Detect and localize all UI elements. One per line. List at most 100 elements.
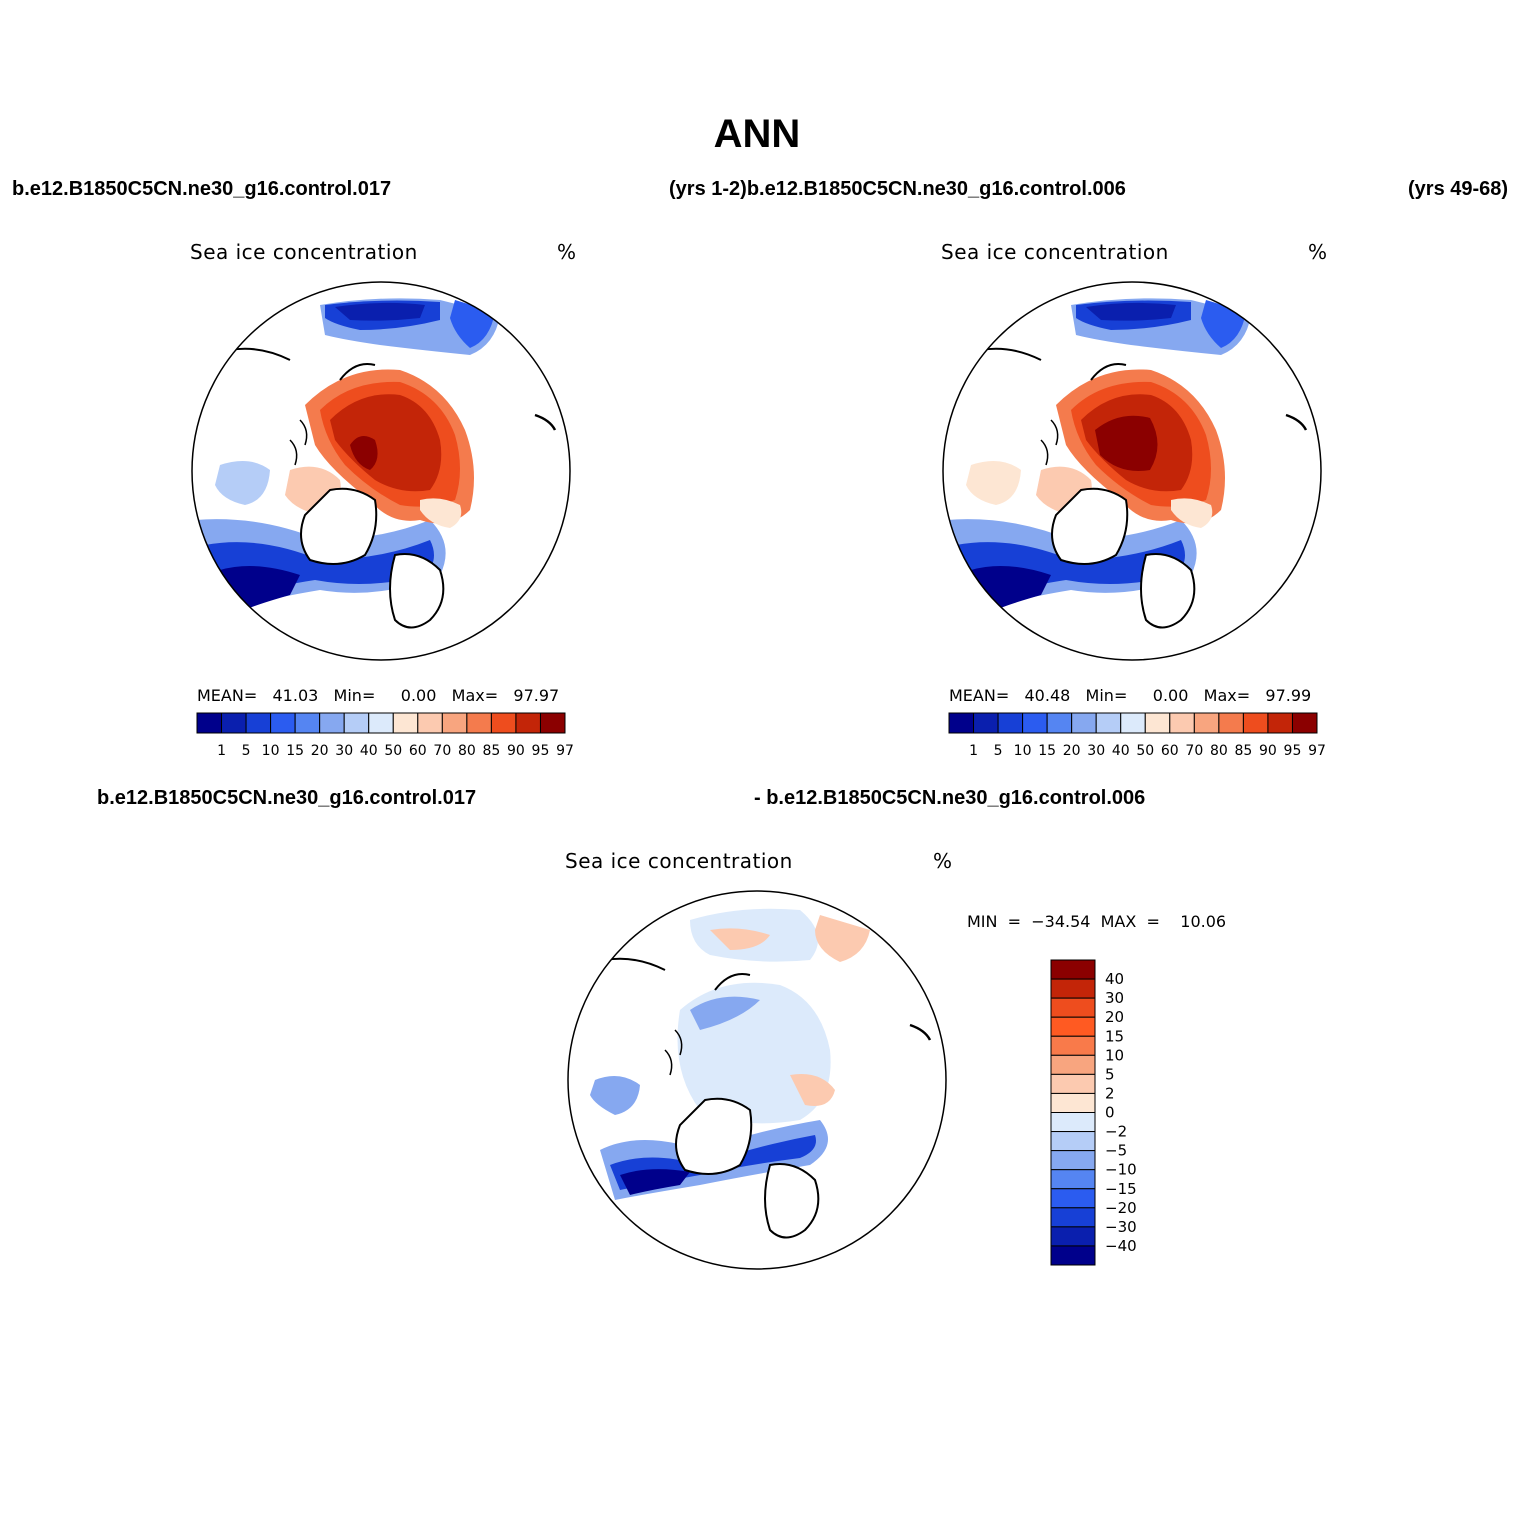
colorbar-box <box>997 712 1024 734</box>
colorbar-box <box>1050 1054 1096 1075</box>
colorbar-box <box>1218 712 1244 734</box>
colorbar-box <box>221 712 247 734</box>
panel3-map <box>567 890 947 1270</box>
colorbar-tick-label: 60 <box>409 743 427 759</box>
colorbar-tick-label: 70 <box>1185 743 1203 759</box>
colorbar-box <box>1050 1131 1096 1152</box>
colorbar-box <box>1120 712 1146 734</box>
colorbar-box <box>368 712 394 734</box>
case-title-top-right: (yrs 49-68) <box>1408 178 1509 200</box>
colorbar-box <box>1050 997 1096 1018</box>
colorbar-tick-label: 5 <box>1105 1065 1115 1083</box>
panel2-variable: Sea ice concentration <box>941 240 1169 264</box>
colorbar-box <box>270 712 296 734</box>
colorbar-tick-label: 20 <box>311 743 329 759</box>
colorbar-tick-label: 50 <box>1136 743 1154 759</box>
colorbar-box <box>466 712 492 734</box>
colorbar-box <box>1242 712 1269 734</box>
colorbar-panel1: 1 5 10 15 20 30 40 50 60 70 80 85 90 95 97 <box>196 712 574 759</box>
colorbar-tick-label: 15 <box>1038 743 1056 759</box>
colorbar-tick-label: 5 <box>242 743 251 759</box>
colorbar-tick-label: 0 <box>1105 1104 1115 1122</box>
colorbar-tick-label: 95 <box>532 743 550 759</box>
colorbar-tick-label: 97 <box>556 743 574 759</box>
colorbar-tick-label: 85 <box>482 743 500 759</box>
panel2-stats: MEAN= 40.48 Min= 0.00 Max= 97.99 <box>949 686 1312 705</box>
colorbar-tick-label: −10 <box>1105 1161 1137 1179</box>
colorbar-tick-label: 20 <box>1105 1008 1124 1026</box>
colorbar-tick-label: 15 <box>1105 1027 1124 1045</box>
colorbar-box <box>1050 1150 1096 1171</box>
colorbar-tick-label: 2 <box>1105 1084 1115 1102</box>
colorbar-tick-label: 97 <box>1308 743 1326 759</box>
panel2-units: % <box>1308 240 1328 264</box>
colorbar-tick-label: 15 <box>286 743 304 759</box>
colorbar-box <box>319 712 345 734</box>
colorbar-box <box>1050 1035 1096 1056</box>
colorbar-box <box>1050 978 1096 999</box>
colorbar-tick-label: 90 <box>507 743 525 759</box>
main-title: ANN <box>713 112 801 156</box>
case-title-top-left: b.e12.B1850C5CN.ne30_g16.control.017 <box>12 178 392 200</box>
colorbar-tick-label: 85 <box>1234 743 1252 759</box>
colorbar-tick-label: −40 <box>1105 1237 1137 1255</box>
colorbar-box <box>539 712 566 734</box>
colorbar-tick-label: −5 <box>1105 1142 1127 1160</box>
colorbar-tick-label: 5 <box>994 743 1003 759</box>
colorbar-box <box>1193 712 1220 734</box>
panel1-map <box>191 281 571 661</box>
colorbar-box <box>1050 1188 1096 1209</box>
colorbar-tick-label: 10 <box>1105 1046 1124 1064</box>
colorbar-box <box>1291 712 1318 734</box>
case-title-top-mid: (yrs 1-2)b.e12.B1850C5CN.ne30_g16.contro… <box>669 178 1126 200</box>
colorbar-box <box>245 712 272 734</box>
colorbar-panel2: 1 5 10 15 20 30 40 50 60 70 80 85 90 95 97 <box>948 712 1326 759</box>
case-title-bottom-mid: - b.e12.B1850C5CN.ne30_g16.control.006 <box>754 787 1146 809</box>
colorbar-box <box>1095 712 1122 734</box>
colorbar-tick-label: −15 <box>1105 1180 1137 1198</box>
colorbar-box <box>294 712 321 734</box>
colorbar-box <box>1169 712 1195 734</box>
colorbar-box <box>1050 1092 1096 1113</box>
colorbar-tick-label: 40 <box>1112 743 1130 759</box>
colorbar-tick-label: 30 <box>1105 989 1124 1007</box>
colorbar-box <box>1144 712 1171 734</box>
panel1-stats: MEAN= 41.03 Min= 0.00 Max= 97.97 <box>197 686 560 705</box>
colorbar-box <box>490 712 517 734</box>
colorbar-box <box>1050 1207 1096 1228</box>
colorbar-box <box>196 712 223 734</box>
panel1-variable: Sea ice concentration <box>190 240 418 264</box>
colorbar-tick-label: 80 <box>1210 743 1228 759</box>
colorbar-tick-label: 60 <box>1161 743 1179 759</box>
colorbar-tick-label: 10 <box>262 743 280 759</box>
colorbar-box <box>1050 1169 1096 1190</box>
colorbar-box <box>515 712 541 734</box>
colorbar-box <box>1050 1016 1096 1037</box>
colorbar-box <box>1046 712 1073 734</box>
colorbar-tick-label: 80 <box>458 743 476 759</box>
colorbar-box <box>973 712 999 734</box>
colorbar-tick-label: 1 <box>969 743 978 759</box>
colorbar-tick-label: 40 <box>1105 970 1124 988</box>
colorbar-box <box>1050 1073 1096 1094</box>
colorbar-box <box>1050 1245 1096 1266</box>
colorbar-box <box>417 712 443 734</box>
panel2-map <box>942 281 1322 661</box>
colorbar-tick-label: 50 <box>384 743 402 759</box>
colorbar-tick-label: 30 <box>1087 743 1105 759</box>
colorbar-box <box>392 712 419 734</box>
colorbar-box <box>343 712 370 734</box>
colorbar-box <box>1050 959 1096 980</box>
panel3-units: % <box>933 849 953 873</box>
colorbar-tick-label: 1 <box>217 743 226 759</box>
panel3-stats: MIN = −34.54 MAX = 10.06 <box>967 912 1227 931</box>
colorbar-box <box>1050 1226 1096 1247</box>
colorbar-box <box>441 712 468 734</box>
colorbar-tick-label: −2 <box>1105 1123 1127 1141</box>
colorbar-box <box>1022 712 1048 734</box>
colorbar-tick-label: −30 <box>1105 1218 1137 1236</box>
colorbar-tick-label: 70 <box>433 743 451 759</box>
colorbar-tick-label: 95 <box>1284 743 1302 759</box>
